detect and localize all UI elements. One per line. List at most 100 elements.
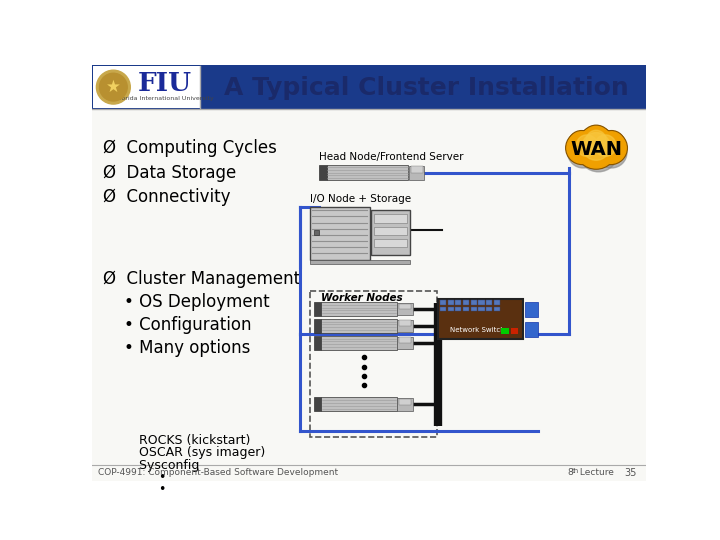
Circle shape xyxy=(570,133,595,158)
FancyBboxPatch shape xyxy=(438,299,523,339)
FancyBboxPatch shape xyxy=(463,307,469,311)
FancyBboxPatch shape xyxy=(448,307,454,311)
FancyBboxPatch shape xyxy=(510,328,518,334)
Text: 35: 35 xyxy=(625,468,637,478)
Text: A Typical Cluster Installation: A Typical Cluster Installation xyxy=(225,76,629,100)
FancyBboxPatch shape xyxy=(455,300,462,305)
Circle shape xyxy=(99,73,127,101)
Circle shape xyxy=(586,130,606,150)
Circle shape xyxy=(570,132,594,157)
Circle shape xyxy=(594,131,627,165)
Text: I/O Node + Storage: I/O Node + Storage xyxy=(310,194,411,204)
Text: FIU: FIU xyxy=(138,71,192,96)
FancyBboxPatch shape xyxy=(315,231,319,235)
FancyBboxPatch shape xyxy=(399,303,411,309)
Circle shape xyxy=(581,125,611,156)
FancyBboxPatch shape xyxy=(471,300,477,305)
FancyBboxPatch shape xyxy=(399,338,411,343)
FancyBboxPatch shape xyxy=(327,165,408,180)
Text: Head Node/Frontend Server: Head Node/Frontend Server xyxy=(319,152,464,162)
FancyBboxPatch shape xyxy=(374,214,407,222)
FancyBboxPatch shape xyxy=(321,397,397,411)
FancyBboxPatch shape xyxy=(92,65,647,481)
Circle shape xyxy=(575,127,617,169)
FancyBboxPatch shape xyxy=(494,300,500,305)
FancyBboxPatch shape xyxy=(471,307,477,311)
FancyBboxPatch shape xyxy=(397,320,413,332)
FancyBboxPatch shape xyxy=(478,300,485,305)
Circle shape xyxy=(576,135,598,157)
Circle shape xyxy=(598,131,625,158)
FancyBboxPatch shape xyxy=(314,336,321,350)
FancyBboxPatch shape xyxy=(486,307,492,311)
FancyBboxPatch shape xyxy=(94,66,199,108)
Text: Ø  Computing Cycles: Ø Computing Cycles xyxy=(104,139,277,157)
Text: Ø  Cluster Management: Ø Cluster Management xyxy=(104,270,300,288)
Text: 8: 8 xyxy=(567,468,573,477)
FancyBboxPatch shape xyxy=(374,239,407,247)
Circle shape xyxy=(596,137,627,168)
Circle shape xyxy=(600,133,625,158)
Text: •: • xyxy=(104,483,167,496)
Text: ROCKS (kickstart): ROCKS (kickstart) xyxy=(104,434,251,447)
Text: WAN: WAN xyxy=(571,140,623,159)
FancyBboxPatch shape xyxy=(410,166,423,173)
FancyBboxPatch shape xyxy=(463,300,469,305)
Circle shape xyxy=(576,128,616,168)
FancyBboxPatch shape xyxy=(494,307,500,311)
Text: •: • xyxy=(104,471,167,484)
Text: OSCAR (sys imager): OSCAR (sys imager) xyxy=(104,447,266,460)
FancyBboxPatch shape xyxy=(525,322,539,338)
Circle shape xyxy=(578,132,618,172)
FancyBboxPatch shape xyxy=(448,300,454,305)
Circle shape xyxy=(595,132,626,164)
Text: Sysconfig: Sysconfig xyxy=(104,458,199,472)
Text: Ø  Connectivity: Ø Connectivity xyxy=(104,188,231,206)
FancyBboxPatch shape xyxy=(409,166,425,179)
FancyBboxPatch shape xyxy=(372,211,410,255)
Text: ★: ★ xyxy=(106,78,121,96)
Text: Florida International University: Florida International University xyxy=(116,96,214,101)
FancyBboxPatch shape xyxy=(440,307,446,311)
Text: • Many options: • Many options xyxy=(104,339,251,357)
FancyBboxPatch shape xyxy=(314,397,321,411)
FancyBboxPatch shape xyxy=(478,307,485,311)
Circle shape xyxy=(585,129,612,157)
FancyBboxPatch shape xyxy=(310,260,410,264)
FancyBboxPatch shape xyxy=(92,65,647,110)
FancyBboxPatch shape xyxy=(321,302,397,316)
FancyBboxPatch shape xyxy=(440,300,446,305)
FancyBboxPatch shape xyxy=(399,399,411,405)
FancyBboxPatch shape xyxy=(314,319,321,333)
FancyBboxPatch shape xyxy=(525,302,539,318)
FancyBboxPatch shape xyxy=(319,165,327,180)
FancyBboxPatch shape xyxy=(321,336,397,350)
FancyBboxPatch shape xyxy=(310,207,370,260)
Circle shape xyxy=(599,132,624,157)
Text: • Configuration: • Configuration xyxy=(104,316,252,334)
FancyBboxPatch shape xyxy=(374,226,407,235)
Text: Worker Nodes: Worker Nodes xyxy=(321,294,403,303)
Circle shape xyxy=(582,132,610,160)
Text: Lecture: Lecture xyxy=(577,468,613,477)
Circle shape xyxy=(568,131,595,158)
FancyBboxPatch shape xyxy=(397,336,413,349)
Circle shape xyxy=(567,137,598,168)
Circle shape xyxy=(96,70,130,104)
Text: th: th xyxy=(572,468,580,474)
FancyBboxPatch shape xyxy=(455,307,462,311)
Text: COP-4991: Component-Based Software Development: COP-4991: Component-Based Software Devel… xyxy=(98,468,338,477)
FancyBboxPatch shape xyxy=(501,328,509,334)
FancyBboxPatch shape xyxy=(486,300,492,305)
Circle shape xyxy=(595,135,616,157)
FancyBboxPatch shape xyxy=(399,320,411,326)
Text: • OS Deployment: • OS Deployment xyxy=(104,293,270,311)
FancyBboxPatch shape xyxy=(397,398,413,410)
Circle shape xyxy=(567,132,598,164)
Text: Ø  Data Storage: Ø Data Storage xyxy=(104,164,237,181)
FancyBboxPatch shape xyxy=(397,303,413,315)
Text: Network Switch: Network Switch xyxy=(450,327,505,333)
Circle shape xyxy=(566,131,599,165)
FancyBboxPatch shape xyxy=(321,319,397,333)
Circle shape xyxy=(582,126,610,154)
